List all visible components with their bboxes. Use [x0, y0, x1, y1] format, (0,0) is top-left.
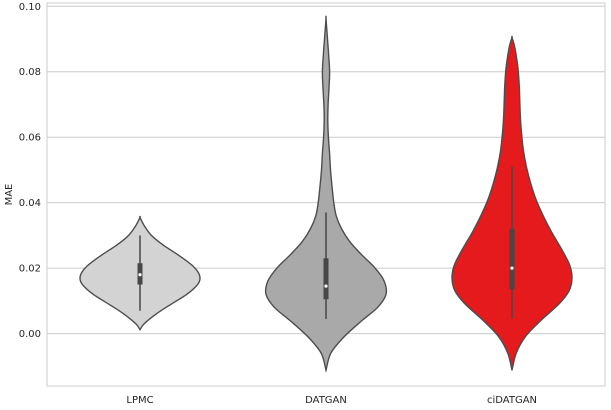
violin-median-dot — [510, 266, 514, 270]
violin-lpmc — [79, 215, 201, 331]
violin-datgan — [264, 15, 388, 373]
violins — [79, 15, 573, 373]
violin-body — [264, 15, 388, 373]
violin-cidatgan — [451, 35, 573, 371]
violin-iqr-box — [323, 258, 329, 300]
plot-frame — [46, 2, 606, 387]
y-tick-label: 0.10 — [19, 2, 41, 13]
x-tick-label: ciDATGAN — [487, 395, 537, 406]
y-tick-label: 0.02 — [19, 264, 41, 275]
x-tick-label: LPMC — [126, 395, 153, 406]
y-tick-label: 0.04 — [19, 198, 41, 209]
violin-iqr-box — [509, 228, 515, 290]
y-tick-label: 0.08 — [19, 67, 41, 78]
x-tick-label: DATGAN — [305, 395, 347, 406]
y-tick-label: 0.00 — [19, 329, 41, 340]
x-tick-labels: LPMC DATGAN ciDATGAN — [126, 395, 537, 406]
y-tick-labels: 0.00 0.02 0.04 0.06 0.08 0.10 — [19, 2, 41, 340]
y-tick-label: 0.06 — [19, 133, 41, 144]
violin-median-dot — [324, 284, 328, 288]
violin-median-dot — [138, 273, 142, 277]
y-axis-label: MAE — [4, 184, 15, 206]
